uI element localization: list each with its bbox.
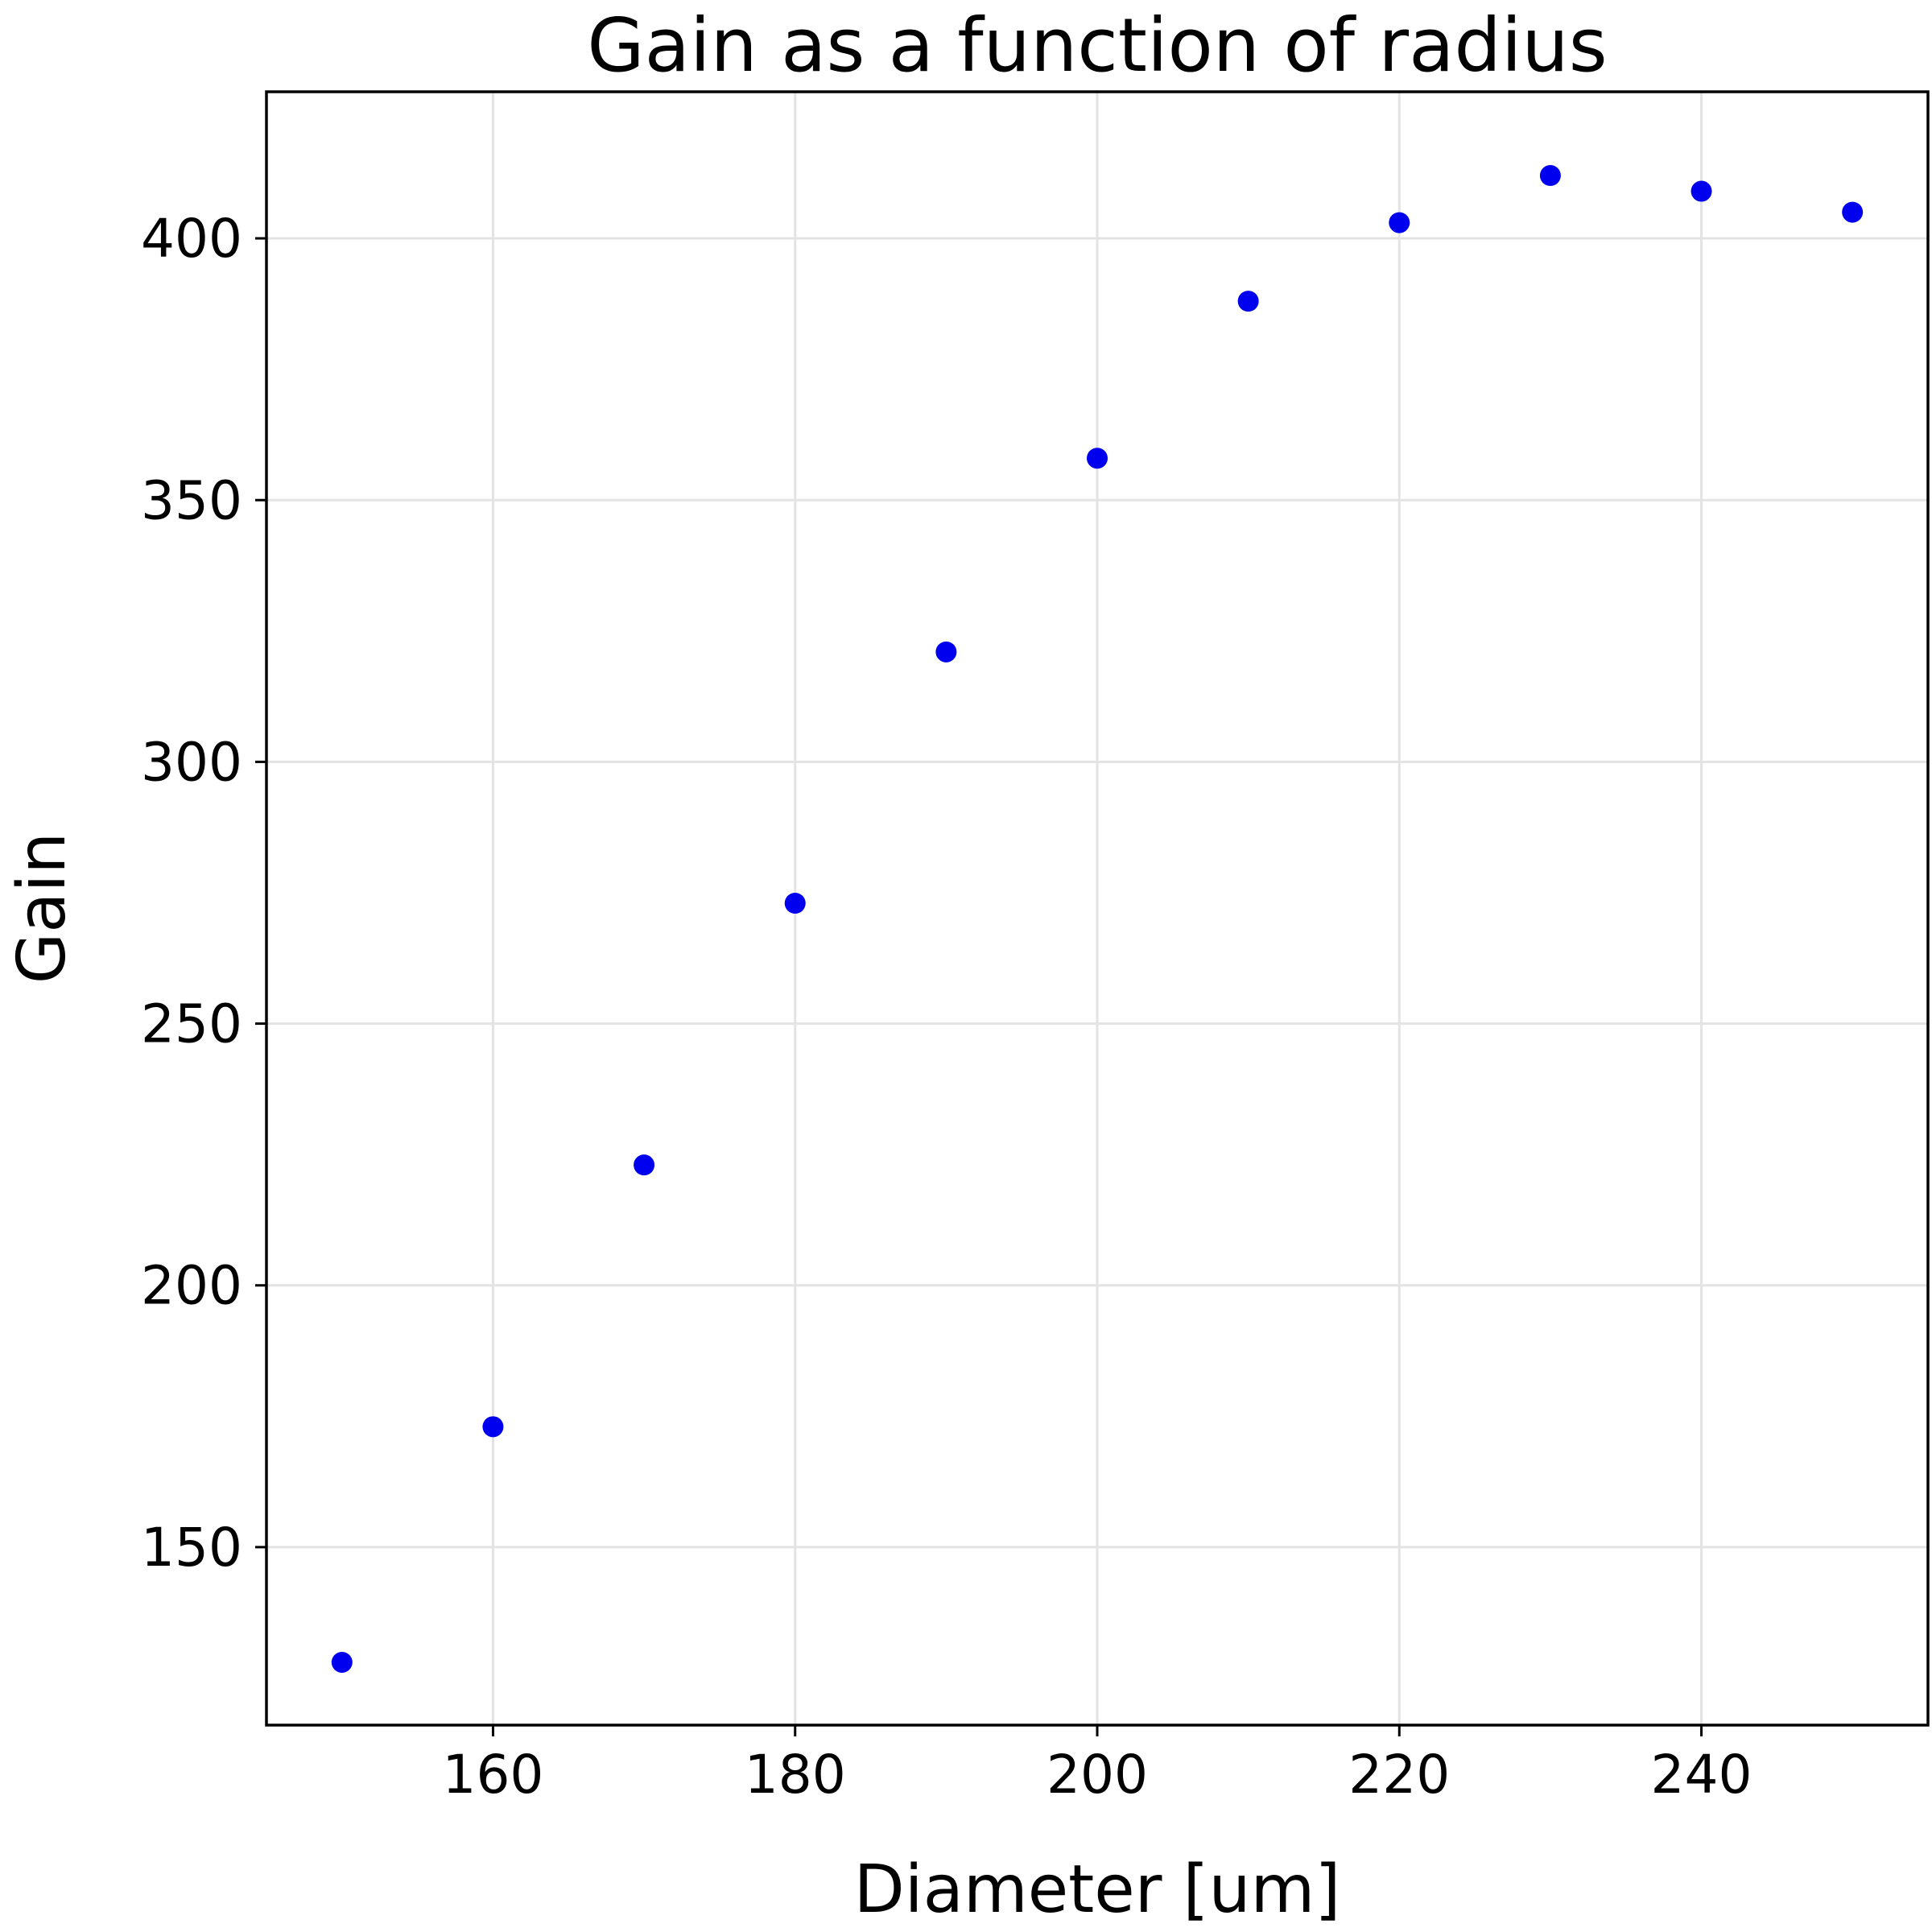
y-tick-label: 400 (141, 208, 242, 270)
x-axis-label: Diameter [um] (854, 1852, 1341, 1928)
data-point (1539, 165, 1561, 187)
data-point (784, 892, 806, 914)
y-tick-label: 250 (141, 993, 242, 1055)
data-point (1842, 201, 1864, 223)
y-tick-label: 350 (141, 469, 242, 531)
data-point (1237, 291, 1259, 312)
x-tick-label: 160 (442, 1744, 543, 1806)
plot-frame (265, 90, 1930, 1727)
x-tick-label: 220 (1348, 1744, 1450, 1806)
x-tick-label: 240 (1651, 1744, 1752, 1806)
x-tick-label: 180 (745, 1744, 846, 1806)
x-axis-ticks: 160 180 200 220 240 (442, 1725, 1752, 1806)
data-point (1690, 180, 1712, 202)
grid-lines (266, 92, 1928, 1725)
chart-title: Gain as a function of radius (587, 2, 1607, 89)
data-point (634, 1154, 655, 1176)
data-points (331, 165, 1864, 1673)
x-tick-label: 200 (1046, 1744, 1148, 1806)
y-axis-ticks: 150 200 250 300 350 400 (141, 208, 266, 1579)
data-point (935, 641, 957, 663)
y-tick-label: 300 (141, 731, 242, 793)
data-point (1087, 448, 1108, 469)
y-tick-label: 150 (141, 1517, 242, 1579)
data-point (331, 1651, 353, 1673)
y-axis-label: Gain (4, 832, 80, 985)
y-tick-label: 200 (141, 1255, 242, 1317)
data-point (482, 1416, 504, 1438)
data-point (1389, 212, 1410, 233)
